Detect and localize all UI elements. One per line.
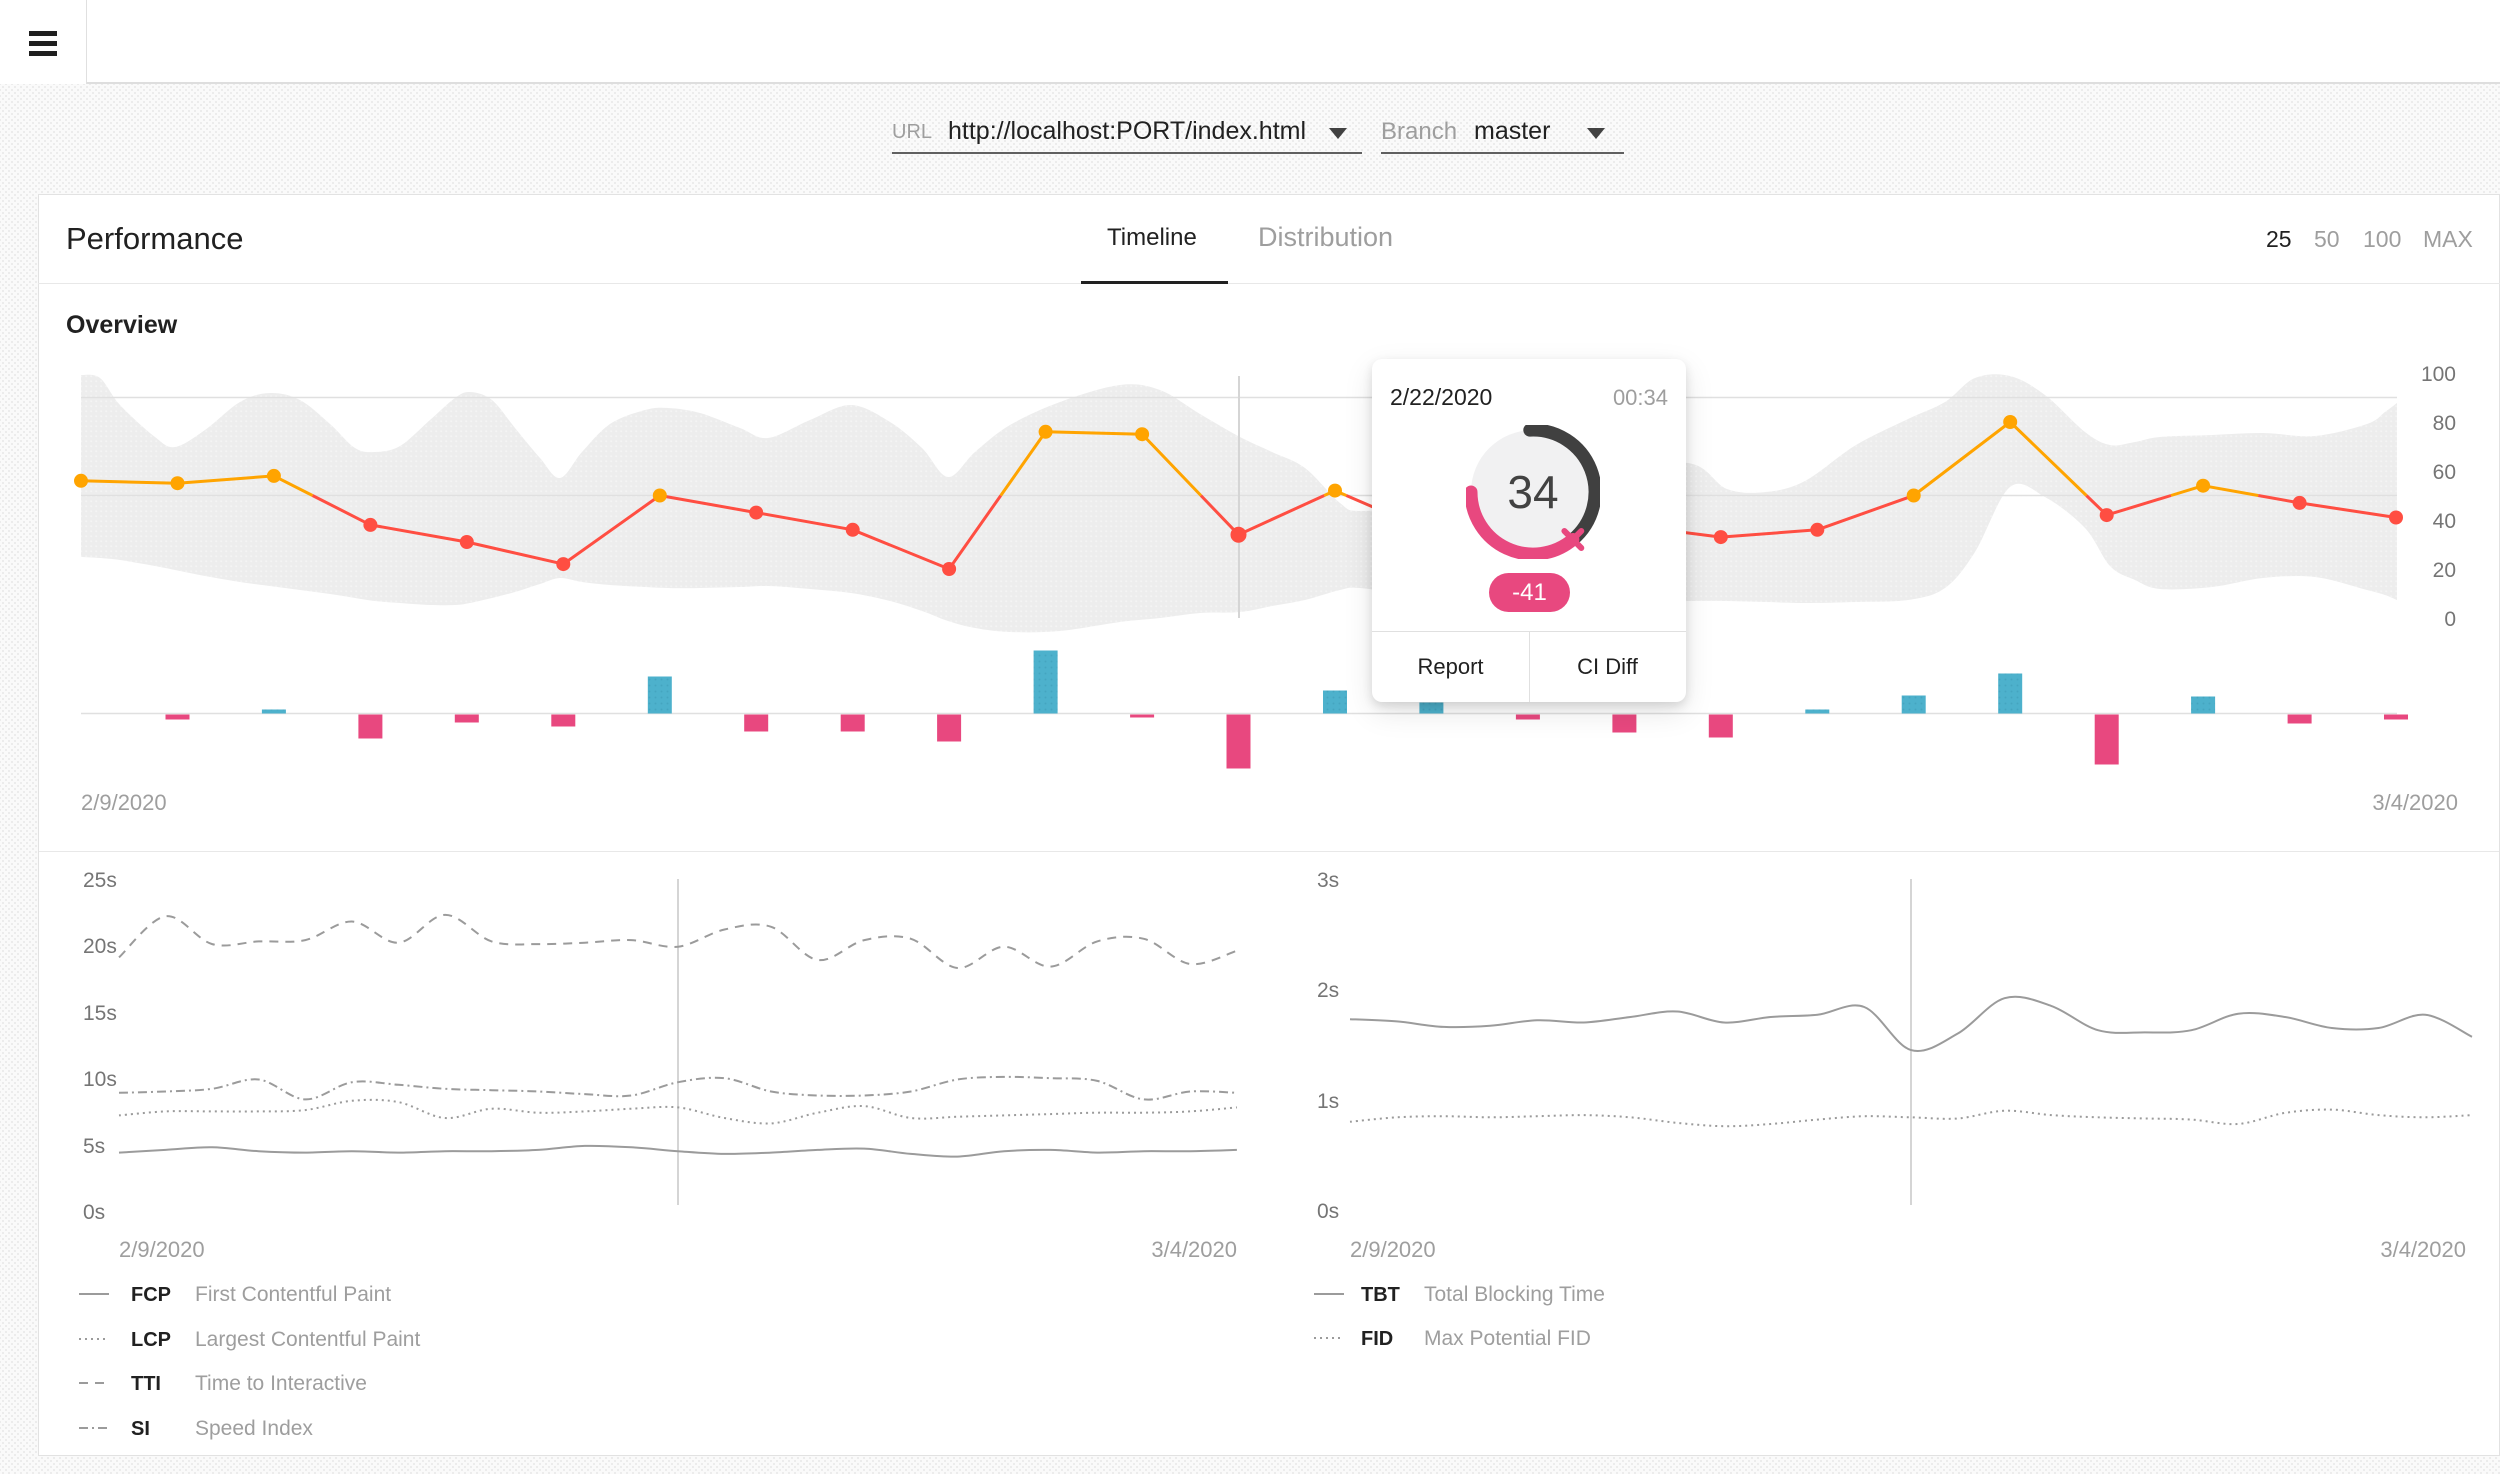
svg-text:34: 34 bbox=[1507, 466, 1558, 518]
